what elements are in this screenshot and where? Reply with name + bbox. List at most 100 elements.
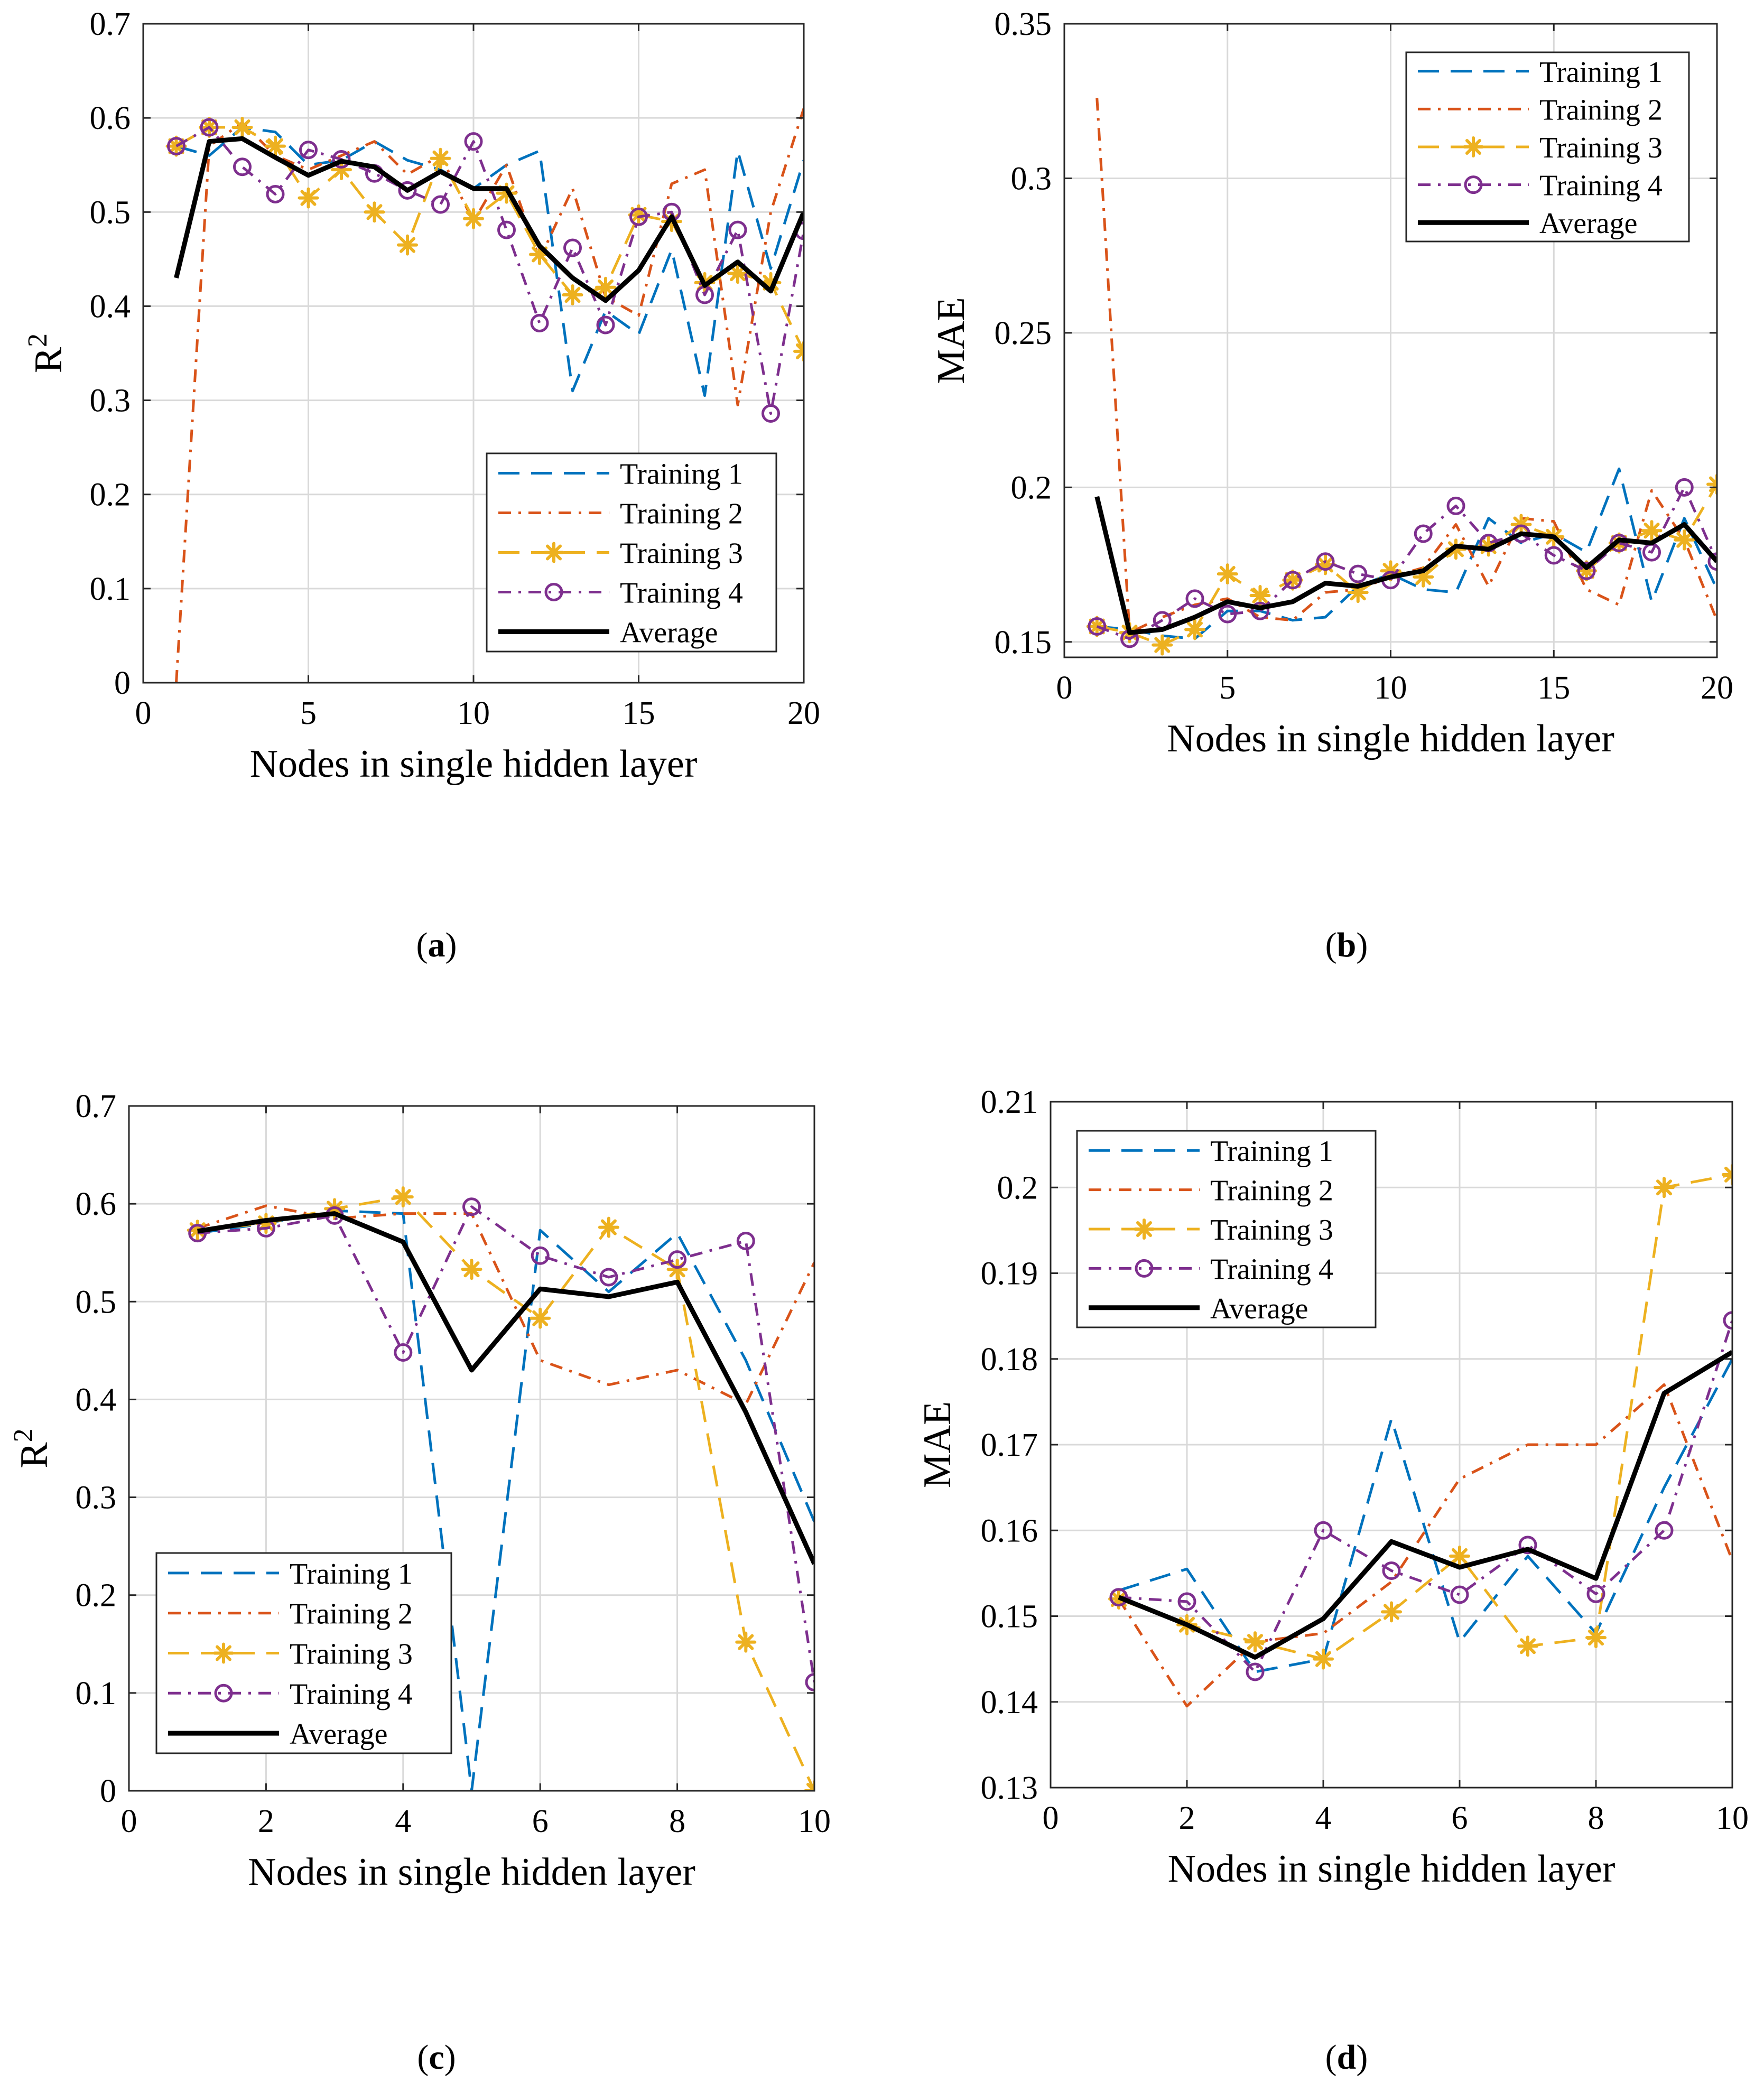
series-b-training-3-point-marker-star (1706, 473, 1717, 495)
series-c-training-4-point-marker-circle (462, 1197, 481, 1216)
series-c-training-3-point-marker-star-arm (600, 1219, 617, 1235)
series-a-training-3-point-marker-star-arm (597, 279, 614, 295)
series-a-training-4-point-marker-circle (299, 141, 318, 160)
series-b-training-3-point-marker-star-arm (1709, 476, 1717, 487)
y-tick-label: 0.2 (997, 1170, 1038, 1206)
series-d-training-4-point-marker-circle (1314, 1521, 1333, 1540)
legend-label: Training 2 (1539, 94, 1663, 126)
y-tick-label: 0.14 (981, 1685, 1038, 1721)
series-d-training-1 (1118, 1358, 1732, 1673)
tick-labels-c: 0 2 4 6 8 10 0 0.1 0.2 0.3 0.4 0.5 0.6 0.7 (76, 1089, 831, 1839)
panel-caption-b: (b) (1325, 926, 1368, 964)
legend-label: Training 1 (290, 1558, 413, 1591)
series-a-training-3-point-marker-star-arm (432, 150, 449, 166)
legend-label: Training 1 (620, 458, 743, 491)
series-a-training-1 (175, 126, 804, 397)
panel-caption-part: ( (1325, 926, 1337, 964)
series-c-training-3-point-marker-star-arm (806, 1782, 814, 1791)
series-c-training-3-point-marker-star-arm (463, 1261, 480, 1278)
legend-label: Average (290, 1718, 388, 1751)
y-tick-label: 0.7 (90, 6, 131, 42)
legend-a: Training 1 Training 2 Training 3 Training 4… (486, 452, 777, 653)
legend-swatch-marker-star-arm (1136, 1221, 1153, 1238)
series-d-training-3-point-marker-star (1449, 1545, 1470, 1567)
series-d-average (1118, 1350, 1732, 1660)
series-a-training-3-point-marker-star-arm (729, 265, 746, 282)
series-a-training-3-point-marker-star (265, 135, 286, 157)
legend-label: Training 1 (1210, 1135, 1333, 1168)
series-a-training-3-point-marker-star-arm (366, 204, 383, 220)
series-a-training-3 (165, 116, 804, 362)
series-a-training-4-point-marker-circle (728, 220, 747, 239)
x-tick-label: 4 (1315, 1800, 1332, 1836)
legend-label: Training 3 (1210, 1214, 1333, 1247)
series-d-training-1-line (1118, 1358, 1732, 1673)
x-tick-label: 10 (1375, 670, 1407, 706)
legend-label: Training 4 (290, 1678, 413, 1710)
y-tick-label: 0.17 (981, 1427, 1038, 1463)
series-b-training-4-point-marker-circle (1349, 564, 1368, 583)
series-group-a (165, 108, 804, 683)
series-b-training-3-point-marker-star-arm (1644, 523, 1660, 539)
x-tick-label: 0 (121, 1803, 137, 1839)
series-a-training-3-point-marker-star (595, 276, 616, 298)
series-a-training-3-point-marker-star (231, 116, 253, 138)
series-c-training-4-point-marker-circle (394, 1343, 413, 1362)
panel-caption-part: ) (445, 926, 457, 964)
series-a-training-3-point-marker-star (727, 263, 748, 284)
panel-caption-part: c (429, 2038, 444, 2077)
legend-label: Training 4 (1210, 1253, 1333, 1286)
series-d-training-3-point-marker-star (1313, 1648, 1334, 1670)
y-tick-label: 0.35 (995, 6, 1052, 42)
series-a-training-3-point-marker-star (298, 187, 319, 209)
series-a-training-3-point-marker-star-arm (795, 343, 804, 354)
series-a-training-4-point-marker-circle (167, 137, 185, 156)
y-tick-label: 0.2 (90, 477, 131, 513)
series-a-training-4-point-marker-circle (497, 220, 516, 239)
legend-label: Training 3 (1539, 132, 1663, 164)
series-a-training-3-point-marker-star-arm (564, 287, 581, 303)
legend-swatch-marker-star (543, 542, 564, 563)
y-tick-label: 0.4 (90, 289, 131, 324)
panel-caption-d: (d) (1325, 2038, 1368, 2077)
y-axis-label-d: MAE (916, 1401, 959, 1488)
panel-caption-part: ( (1325, 2038, 1337, 2077)
x-tick-label: 0 (135, 695, 152, 731)
y-tick-label: 0.2 (76, 1578, 117, 1614)
series-b-training-3-point-marker-star-arm (1382, 563, 1399, 579)
x-tick-label: 5 (1219, 670, 1236, 706)
series-d-training-4-point-marker-circle (1586, 1584, 1605, 1603)
series-d-training-4-point-marker-circle (1382, 1561, 1401, 1580)
series-d-training-4-point-marker-circle (1450, 1585, 1469, 1604)
series-b-training-3-point-marker-star (1184, 619, 1205, 640)
series-b-training-3-point-marker-star (1510, 514, 1532, 535)
y-tick-label: 0.5 (76, 1284, 117, 1320)
y-axis-label-a: R2 (23, 333, 70, 373)
x-tick-label: 2 (258, 1803, 274, 1839)
series-c-training-4-point-marker-circle (599, 1268, 618, 1287)
y-tick-label: 0.3 (1011, 161, 1052, 197)
series-c-training-4-point-marker-circle (736, 1231, 755, 1250)
x-axis-label-a: Nodes in single hidden layer (250, 742, 698, 786)
series-d-training-3-point-marker-star-arm (1656, 1179, 1673, 1196)
y-tick-label: 0.5 (90, 194, 131, 230)
x-axis-label-c: Nodes in single hidden layer (248, 1850, 695, 1894)
series-b-training-4-point-marker-circle (1675, 478, 1694, 497)
series-d-training-3-point-marker-star (1517, 1635, 1538, 1657)
series-a-average (174, 136, 804, 303)
x-tick-label: 0 (1056, 670, 1073, 706)
y-tick-label: 0 (114, 665, 131, 701)
x-axis-label-d: Nodes in single hidden layer (1168, 1847, 1616, 1891)
series-d-training-3-point-marker-star-arm (1451, 1548, 1468, 1564)
legend-swatch-marker-circle (544, 583, 563, 601)
series-d-training-3-point-marker-star (1245, 1631, 1266, 1653)
series-a-training-4-point-marker-circle (464, 132, 483, 151)
series-a-training-1-line (175, 126, 804, 397)
series-b-training-3-point-marker-star (1674, 529, 1695, 551)
legend-label: Training 1 (1539, 56, 1663, 89)
y-tick-label: 0.15 (981, 1599, 1038, 1635)
y-tick-label: 0.13 (981, 1770, 1038, 1806)
series-b-training-3-point-marker-star-arm (1513, 516, 1529, 533)
x-tick-label: 8 (669, 1803, 685, 1839)
series-b-training-4-point-marker-circle (1185, 589, 1204, 608)
